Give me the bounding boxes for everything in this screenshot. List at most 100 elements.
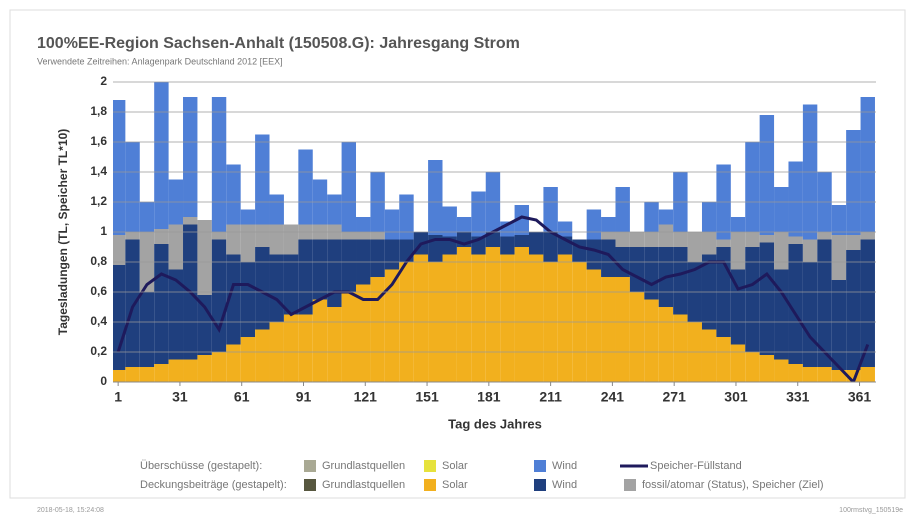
bar-segment	[456, 217, 472, 232]
x-tick-label: 181	[477, 389, 501, 405]
bar-segment	[283, 254, 299, 315]
bar-segment	[831, 235, 847, 280]
bar-segment	[846, 250, 861, 370]
bar-segment	[341, 292, 357, 382]
bar-segment	[759, 115, 775, 235]
bar-segment	[658, 307, 674, 382]
bar-segment	[788, 236, 803, 244]
bar-segment	[817, 232, 832, 240]
x-tick-label: 91	[296, 389, 312, 405]
bar-segment	[831, 280, 847, 370]
bar-segment	[716, 337, 731, 382]
bar-segment	[255, 224, 270, 247]
bar-segment	[113, 100, 126, 235]
bar-segment	[168, 359, 184, 382]
bar-segment	[759, 242, 775, 355]
x-tick-label: 301	[724, 389, 748, 405]
bar-segment	[211, 97, 227, 232]
bar-segment	[298, 149, 313, 225]
bar-segment	[730, 344, 746, 382]
bar-segment	[500, 236, 515, 255]
x-tick-label: 211	[539, 389, 562, 405]
bar-segment	[211, 232, 227, 240]
bar-segment	[125, 367, 140, 382]
bar-segment	[269, 254, 284, 322]
bar-segment	[615, 232, 630, 247]
bar-segment	[500, 254, 515, 382]
bar-segment	[384, 239, 400, 270]
bar-segment	[846, 235, 861, 250]
bar-segment	[168, 224, 184, 270]
bar-segment	[139, 202, 155, 232]
bar-segment	[240, 262, 256, 337]
bar-segment	[629, 292, 645, 382]
bar-segment	[356, 284, 371, 382]
bar-segment	[673, 247, 688, 315]
bar-segment	[384, 209, 400, 240]
bar-segment	[485, 232, 501, 247]
bar-segment	[557, 254, 573, 382]
bar-segment	[113, 235, 126, 265]
bar-segment	[399, 194, 414, 240]
legend-label: Wind	[552, 460, 577, 472]
bar-segment	[442, 254, 457, 382]
bar-segment	[601, 232, 616, 240]
bar-segment	[860, 367, 875, 382]
bar-segment	[327, 239, 342, 307]
bar-segment	[356, 217, 371, 232]
bar-segment	[586, 269, 602, 382]
bar-segment	[139, 367, 155, 382]
x-tick-label: 361	[848, 389, 872, 405]
bar-segment	[860, 97, 875, 232]
bar-segment	[113, 370, 126, 382]
bar-segment	[687, 232, 702, 262]
legend-label: Solar	[442, 479, 468, 491]
bar-segment	[831, 370, 847, 382]
legend-swatch	[624, 479, 636, 491]
bar-segment	[831, 205, 847, 235]
bar-segment	[673, 232, 688, 247]
bar-segment	[139, 292, 155, 367]
bar-segment	[240, 224, 256, 262]
bar-segment	[629, 247, 645, 292]
bar-segment	[370, 277, 385, 382]
bar-segment	[716, 239, 731, 247]
legend-group-label: Deckungsbeiträge (gestapelt):	[140, 479, 287, 491]
bar-segment	[183, 359, 198, 382]
legend-swatch	[534, 479, 546, 491]
bar-segment	[629, 232, 645, 247]
bar-segment	[226, 164, 241, 225]
y-tick-label: 0,6	[90, 284, 107, 298]
bar-segment	[370, 239, 385, 277]
date: 2018-05-18, 15:24:08	[37, 507, 104, 514]
legend-label: Grundlastquellen	[322, 479, 405, 491]
x-tick-label: 151	[415, 389, 439, 405]
bar-segment	[658, 209, 674, 225]
bar-segment	[514, 235, 529, 247]
bar-segment	[514, 205, 529, 235]
y-tick-label: 0,2	[90, 344, 107, 358]
bar-segment	[644, 232, 659, 247]
bar-segment	[154, 364, 169, 382]
legend-group-label: Überschüsse (gestapelt):	[140, 460, 262, 472]
bar-segment	[211, 352, 227, 382]
bar-segment	[774, 359, 789, 382]
bar-segment	[802, 239, 818, 262]
bar-segment	[327, 307, 342, 382]
bar-segment	[183, 97, 198, 217]
bar-segment	[197, 220, 212, 295]
bar-segment	[860, 232, 875, 240]
bar-segment	[356, 232, 371, 240]
bar-segment	[701, 202, 717, 232]
bar-segment	[471, 254, 486, 382]
bar-segment	[817, 239, 832, 367]
legend-label: fossil/atomar (Status), Speicher (Ziel)	[642, 479, 824, 491]
bar-segment	[759, 235, 775, 243]
bar-segment	[399, 239, 414, 262]
legend-swatch	[424, 460, 436, 472]
bar-segment	[211, 239, 227, 352]
bar-segment	[125, 239, 140, 367]
bar-segment	[240, 209, 256, 225]
bar-segment	[240, 337, 256, 382]
